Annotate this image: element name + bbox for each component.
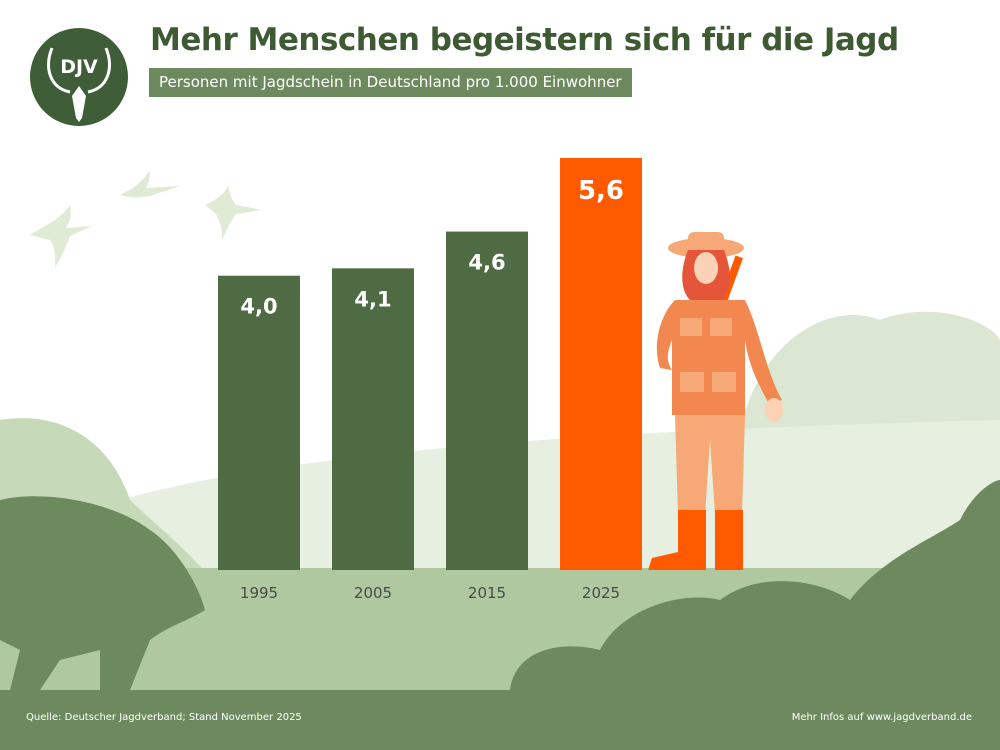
bar-2005 (332, 268, 414, 570)
boar-silhouette (0, 496, 205, 690)
bar-2025 (560, 158, 642, 570)
source-note: Quelle: Deutscher Jagdverband; Stand Nov… (26, 712, 302, 723)
chart-subtitle: Personen mit Jagdschein in Deutschland p… (149, 68, 632, 97)
bar-group: 4,0 1995 4,1 2005 4,6 2015 5,6 2025 (218, 158, 642, 602)
x-tick-label: 2015 (468, 584, 506, 602)
deer-antler-icon (47, 47, 111, 122)
more-info-link[interactable]: Mehr Infos auf www.jagdverband.de (791, 712, 972, 723)
bush-silhouette (510, 480, 1000, 690)
logo-text: DJV (60, 56, 98, 78)
bar-2015 (446, 231, 528, 571)
birds-icon (30, 170, 262, 268)
data-label: 4,6 (468, 251, 505, 275)
hunter-illustration (648, 232, 783, 570)
x-tick-label: 2025 (582, 584, 620, 602)
data-label: 4,0 (240, 295, 277, 319)
data-label: 5,6 (578, 176, 624, 206)
x-tick-label: 1995 (240, 584, 278, 602)
chart-title: Mehr Menschen begeistern sich für die Ja… (150, 22, 899, 58)
x-tick-label: 2005 (354, 584, 392, 602)
bar-1995 (218, 275, 300, 570)
footer: Quelle: Deutscher Jagdverband; Stand Nov… (0, 690, 1000, 750)
data-label: 4,1 (354, 287, 391, 311)
djv-logo: DJV (30, 28, 128, 126)
